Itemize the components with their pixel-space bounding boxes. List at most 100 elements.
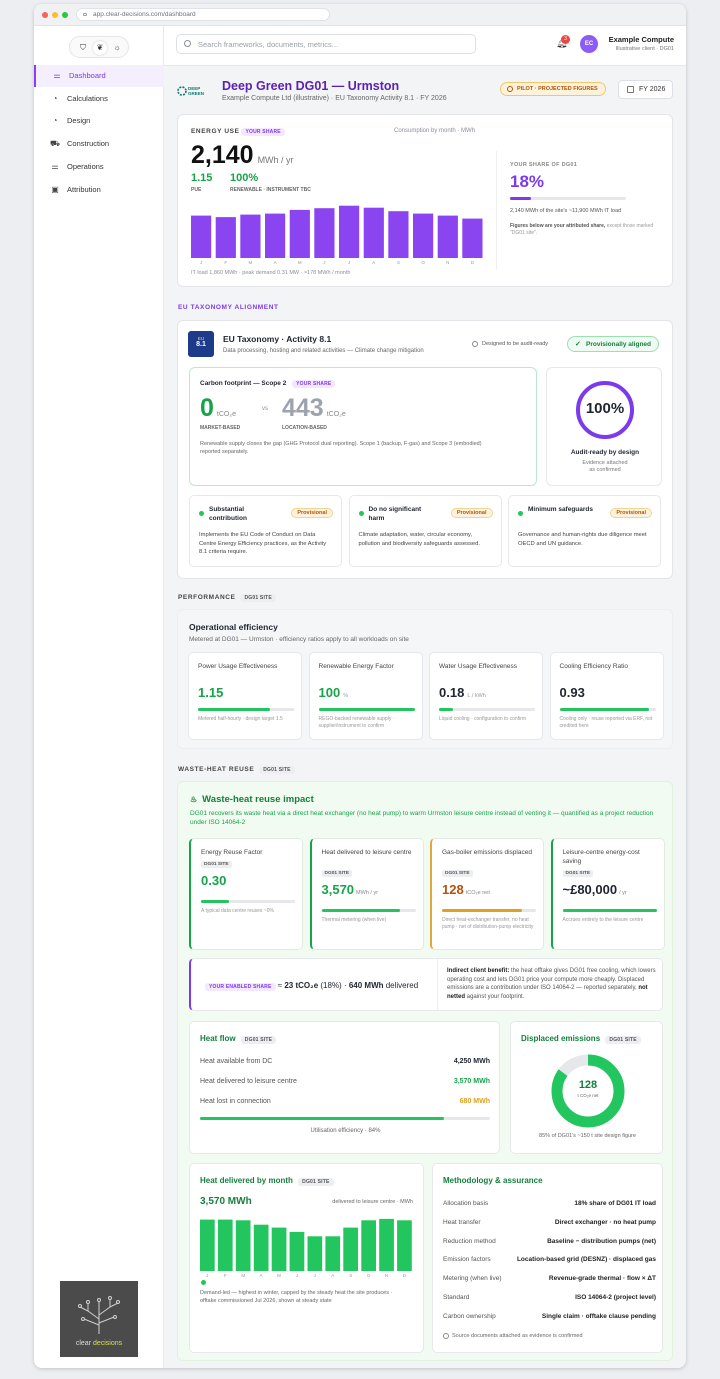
methodology-label: Metering (when live) xyxy=(443,1275,502,1283)
address-bar[interactable]: app.clear-decisions.com/dashboard xyxy=(76,8,330,21)
audit-ring-value: 100% xyxy=(585,400,625,417)
tick-label: J xyxy=(296,1273,298,1278)
notification-badge: 3 xyxy=(561,35,570,44)
audit-ring-label: Audit-ready by design xyxy=(570,449,640,456)
heat-flow-title: Heat flow DG01 SITE xyxy=(200,1034,277,1044)
sun-icon[interactable]: ☼ xyxy=(113,43,121,52)
sidebar-item-construction[interactable]: ⛟ Construction xyxy=(34,133,164,155)
legend-dot xyxy=(201,1280,206,1285)
tick-label: M xyxy=(249,260,253,265)
bar-4 xyxy=(271,1227,287,1271)
sidebar-item-design[interactable]: ◔ Design xyxy=(34,110,164,132)
criterion-text: Climate adaptation, water, circular econ… xyxy=(358,532,481,547)
displaced-title: Displaced emissions DG01 SITE xyxy=(521,1034,641,1044)
mode-toggle[interactable]: ⛉ ❦ ☼ xyxy=(69,36,129,58)
kpi-value: 0.18 L / kWh xyxy=(439,685,486,700)
sidebar-item-calculations[interactable]: ◔ Calculations xyxy=(34,88,164,110)
heat-flow-value: 680 MWh xyxy=(459,1098,490,1105)
browser-titlebar: app.clear-decisions.com/dashboard xyxy=(34,4,686,26)
sliders-icon: ⚌ xyxy=(51,161,59,171)
enabled-share-line: YOUR ENABLED SHARE ≈ 23 tCO₂e (18%) · 64… xyxy=(205,981,418,991)
sidebar-item-label: Construction xyxy=(67,139,110,149)
bar-5 xyxy=(314,208,335,258)
user-name: Example Compute xyxy=(608,35,674,44)
bar-8 xyxy=(388,211,409,258)
maximize-window-button[interactable] xyxy=(62,12,68,18)
sidebar-item-operations[interactable]: ⚌ Operations xyxy=(34,156,164,178)
close-window-button[interactable] xyxy=(42,12,48,18)
displaced-emissions-panel: Displaced emissions DG01 SITE 128 t CO₂e… xyxy=(510,1021,663,1154)
methodology-label: Standard xyxy=(443,1294,470,1301)
leaf-icon[interactable]: ❦ xyxy=(93,41,107,55)
waste-title: ♨ Waste-heat reuse impact xyxy=(190,794,314,805)
tick-label: S xyxy=(349,1273,352,1278)
kpi-note: Thermal metering (when live) xyxy=(321,917,387,923)
heat-flow-panel: Heat flow DG01 SITE Heat available from … xyxy=(189,1021,500,1154)
kpi-label: Cooling Efficiency Ratio xyxy=(559,663,629,670)
search-input[interactable]: Search frameworks, documents, metrics... xyxy=(176,34,476,54)
bar-1 xyxy=(215,217,236,258)
tick-label: M xyxy=(277,1273,281,1278)
kpi-bar xyxy=(562,909,657,912)
deep-green-mark-icon xyxy=(177,86,187,96)
kpi-label: Energy Reuse Factor xyxy=(201,849,263,856)
status-dot xyxy=(518,511,523,516)
utilisation-caption: Utilisation efficiency · 84% xyxy=(310,1128,381,1134)
fy-selector[interactable]: FY 2026 xyxy=(618,80,673,99)
shield-check-icon xyxy=(443,1333,449,1339)
deep-green-logo: DEEP GREEN xyxy=(177,84,205,102)
logo-word-2: GREEN xyxy=(188,91,205,96)
bar-10 xyxy=(437,215,458,258)
pilot-badge: PILOT · PROJECTED FIGURES xyxy=(500,82,606,96)
bar-11 xyxy=(462,218,483,258)
bar-3 xyxy=(265,213,286,258)
main-content: DEEP GREEN Deep Green DG01 — Urmston Exam… xyxy=(164,66,686,1368)
criterion-title: Substantial contribution xyxy=(209,506,247,522)
audit-ring xyxy=(576,381,634,439)
kpi-value: 0.93 xyxy=(559,685,585,700)
browser-window: app.clear-decisions.com/dashboard ⛉ ❦ ☼ ⚌ D… xyxy=(34,4,686,1368)
sidebar-item-label: Operations xyxy=(67,161,104,171)
displaced-caption: 85% of DG01's ~150 t site design figure xyxy=(539,1133,636,1139)
displaced-donut-chart xyxy=(551,1054,625,1128)
share-label: YOUR SHARE OF DG01 xyxy=(510,162,578,168)
bar-0 xyxy=(200,1219,215,1271)
sidebar-item-label: Attribution xyxy=(67,184,101,194)
bar-7 xyxy=(325,1236,341,1271)
bar-9 xyxy=(413,213,434,258)
energy-footer: IT load 1,860 MWh · peak demand 0.31 MW … xyxy=(191,270,351,276)
kpi-label: Renewable Energy Factor xyxy=(318,663,394,670)
waste-heat-kpi-card: Leisure-centre energy-cost saving DG01 SI… xyxy=(550,838,665,950)
methodology-value: Baseline − distribution pumps (net) xyxy=(547,1237,656,1245)
kpi-label: Power Usage Effectiveness xyxy=(198,663,278,670)
kpi-note: Liquid cooling · configuration to confir… xyxy=(439,716,526,722)
user-menu[interactable]: Example Compute Illustrative client · DG… xyxy=(602,35,674,52)
shield-icon[interactable]: ⛉ xyxy=(80,43,86,52)
methodology-value: Location-based grid (DESNZ) · displaced … xyxy=(516,1256,656,1264)
audit-ready-label: Designed to be audit-ready xyxy=(472,341,548,347)
audit-ring-sub: Evidence attached as confirmed xyxy=(582,460,628,473)
kpi-bar xyxy=(439,708,535,711)
minimize-window-button[interactable] xyxy=(52,12,58,18)
kpi-bar xyxy=(198,708,294,711)
share-value: 18% xyxy=(510,172,545,191)
kpi-value: ~£80,000/ yr xyxy=(562,882,627,897)
energy-label: ENERGY USE YOUR SHARE xyxy=(191,128,285,136)
bar-2 xyxy=(240,214,261,258)
carbon-title: Carbon footprint — Scope 2 YOUR SHARE xyxy=(200,380,336,388)
kpi-note: Direct heat-exchanger transfer, no heat … xyxy=(442,917,534,930)
heat-flow-label: Heat delivered to leisure centre xyxy=(200,1078,297,1085)
briefcase-icon: ▣ xyxy=(51,184,59,194)
lock-icon xyxy=(83,13,87,16)
taxonomy-title: EU Taxonomy · Activity 8.1 xyxy=(223,334,332,344)
tick-label: F xyxy=(224,1273,227,1278)
clear-decisions-logo: clear decisions xyxy=(60,1281,138,1357)
waste-heat-kpi-card: Energy Reuse Factor DG01 SITE 0.30 A typica… xyxy=(189,838,303,950)
your-share-tag: YOUR SHARE xyxy=(241,128,285,136)
sidebar-item-dashboard[interactable]: ⚌ Dashboard xyxy=(34,65,164,87)
sidebar-item-attribution[interactable]: ▣ Attribution xyxy=(34,179,164,201)
avatar[interactable]: EC xyxy=(580,35,598,53)
kpi-value: 100% xyxy=(318,685,349,700)
